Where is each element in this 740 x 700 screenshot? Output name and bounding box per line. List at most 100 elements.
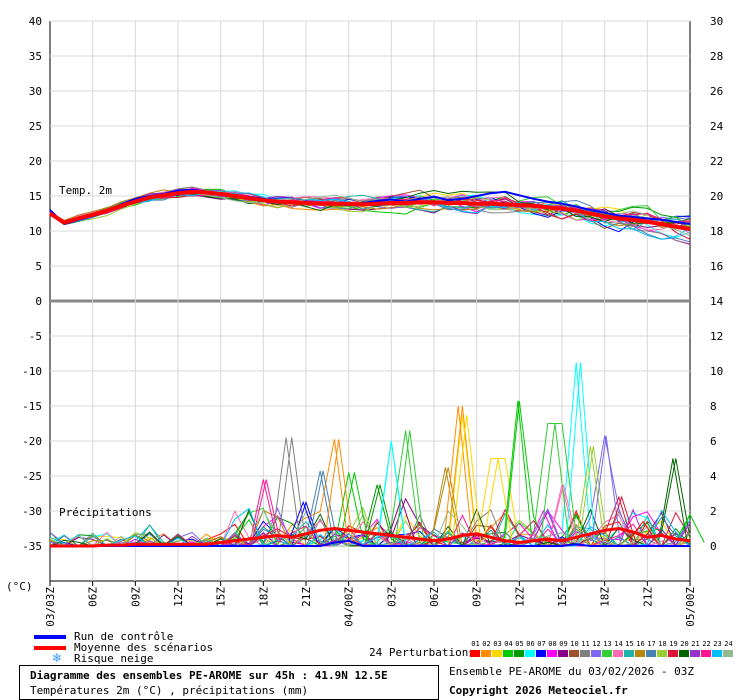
temp-section-label: Temp. 2m: [59, 184, 112, 197]
left-tick-label: 30: [29, 85, 42, 98]
perturbation-number: 16: [636, 640, 645, 648]
x-tick-label: 21Z: [300, 587, 313, 607]
perturbation-swatch: [569, 650, 579, 657]
right-tick-label: 8: [710, 400, 717, 413]
ensemble-info: Ensemble PE-AROME du 03/02/2026 - 03Z: [449, 665, 695, 678]
left-tick-label: 15: [29, 190, 42, 203]
precip-peak: [591, 435, 621, 543]
precip-mean-line: [50, 526, 691, 548]
precip-peak: [395, 430, 425, 543]
legend-snow: ❄ Risque neige: [34, 651, 284, 665]
perturbations-label: 24 Perturbations: [369, 646, 475, 659]
perturbation-legend-item: 01: [470, 640, 481, 658]
precip-peak: [308, 470, 338, 543]
copyright: Copyright 2026 Meteociel.fr: [449, 684, 628, 697]
right-tick-label: 26: [710, 85, 723, 98]
perturbation-number: 20: [680, 640, 689, 648]
left-tick-label: 35: [29, 50, 42, 63]
left-tick-label: -20: [22, 435, 42, 448]
left-tick-label: 20: [29, 155, 42, 168]
x-tick-label: 09Z: [471, 587, 484, 607]
perturbation-legend-item: 14: [613, 640, 624, 658]
perturbation-number: 10: [570, 640, 579, 648]
right-tick-label: 10: [710, 365, 723, 378]
precip-peak: [251, 479, 281, 543]
mean-and-control-lines: [48, 188, 691, 548]
perturbation-number: 18: [658, 640, 667, 648]
perturbation-swatch: [635, 650, 645, 657]
temp-unit-label: (°C): [6, 580, 33, 593]
x-tick-label: 15Z: [556, 587, 569, 607]
perturbation-swatch: [470, 650, 480, 657]
precip-peak: [578, 446, 608, 543]
left-tick-label: 10: [29, 225, 42, 238]
perturbation-number: 13: [603, 640, 612, 648]
perturbation-legend-item: 13: [602, 640, 613, 658]
perturbation-legend-item: 09: [558, 640, 569, 658]
right-tick-label: 4: [710, 470, 717, 483]
right-tick-label: 2: [710, 505, 717, 518]
perturbation-legend-item: 20: [679, 640, 690, 658]
perturbation-swatch: [602, 650, 612, 657]
perturbation-swatch: [492, 650, 502, 657]
perturbation-swatch: [712, 650, 722, 657]
precip-member-line: [49, 446, 691, 547]
perturbation-swatch: [690, 650, 700, 657]
precip-peak: [483, 458, 513, 543]
perturbation-swatch: [547, 650, 557, 657]
perturbation-legend-item: 17: [646, 640, 657, 658]
perturbation-swatch: [591, 650, 601, 657]
perturbation-number: 01: [471, 640, 480, 648]
precip-peak: [365, 484, 395, 543]
perturbation-legend-item: 23: [712, 640, 723, 658]
perturbation-swatch: [481, 650, 491, 657]
precip-peak: [548, 484, 579, 543]
perturbation-legend-item: 10: [569, 640, 580, 658]
precip-peak: [528, 509, 559, 543]
footer-subtitle: Températures 2m (°C) , précipitations (m…: [30, 684, 309, 697]
perturbation-legend-item: 22: [701, 640, 712, 658]
perturbation-legend-item: 05: [514, 640, 525, 658]
x-tick-label: 05/00Z: [684, 587, 697, 627]
right-tick-label: 30: [710, 15, 723, 28]
perturbation-number: 06: [526, 640, 535, 648]
left-tick-label: 5: [35, 260, 42, 273]
x-tick-label: 12Z: [513, 587, 526, 607]
perturbation-number: 23: [713, 640, 722, 648]
perturbation-legend-item: 24: [723, 640, 734, 658]
temp-member-line: [49, 193, 691, 243]
right-tick-label: 24: [710, 120, 724, 133]
precip-peak: [540, 423, 570, 543]
perturbation-swatch: [657, 650, 667, 657]
perturbation-swatch: [668, 650, 678, 657]
x-axis: 03/03Z 06Z 09Z 12Z 15Z 18Z 21Z 04/00Z 03Z 06Z 09Z 1…: [44, 581, 697, 627]
perturbation-legend-item: 21: [690, 640, 701, 658]
precip-peak: [339, 472, 370, 543]
perturbation-legend-item: 04: [503, 640, 514, 658]
perturbation-swatch: [580, 650, 590, 657]
perturbation-swatch: [624, 650, 634, 657]
perturbation-legend-item: 12: [591, 640, 602, 658]
precip-peak: [134, 524, 165, 543]
precip-peak: [503, 400, 533, 543]
perturbation-swatch: [558, 650, 568, 657]
right-tick-label: 20: [710, 190, 723, 203]
x-tick-label: 09Z: [129, 587, 142, 607]
perturbation-legend-item: 06: [525, 640, 536, 658]
perturbation-swatch: [723, 650, 733, 657]
perturbation-number: 02: [482, 640, 491, 648]
perturbation-legend-item: 02: [481, 640, 492, 658]
precip-section-label: Précipitations: [59, 506, 152, 519]
perturbation-swatch: [679, 650, 689, 657]
perturbation-number: 08: [548, 640, 557, 648]
perturbation-legend-item: 07: [536, 640, 547, 658]
perturbation-number: 12: [592, 640, 601, 648]
x-tick-label: 12Z: [172, 587, 185, 607]
perturbation-swatch: [536, 650, 546, 657]
precip-peak: [565, 362, 596, 543]
perturbation-legend-item: 03: [492, 640, 503, 658]
x-tick-label: 18Z: [599, 587, 612, 607]
precip-peak: [324, 439, 354, 543]
footer-title: Diagramme des ensembles PE-AROME sur 45h…: [30, 669, 388, 682]
